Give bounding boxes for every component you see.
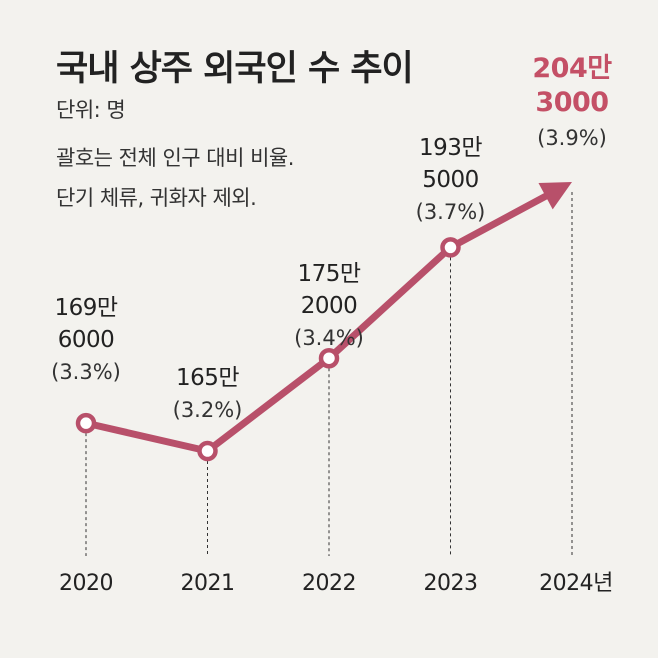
data-label-ratio: (3.3%) (51, 360, 121, 384)
series-arrow-head (538, 182, 572, 210)
x-tick-label: 2021 (181, 571, 235, 596)
unit-label: 단위: 명 (56, 98, 126, 122)
data-label-ratio: (3.9%) (537, 126, 607, 150)
data-label-value: 6000 (58, 327, 115, 353)
data-point-2022 (318, 347, 340, 369)
note-exclusion: 단기 체류, 귀화자 제외. (56, 186, 257, 210)
data-label-value: 204만 (532, 53, 612, 84)
data-label-value: 3000 (535, 87, 608, 118)
data-label-ratio: (3.2%) (173, 398, 243, 422)
x-tick-label: 2024년 (539, 571, 613, 596)
data-point-2021 (197, 440, 218, 462)
x-tick-label: 2022 (302, 571, 356, 596)
data-label-value: 5000 (422, 167, 479, 193)
series-line (82, 187, 560, 455)
data-label-value: 175만 (297, 261, 360, 287)
data-label-value: 2000 (301, 293, 358, 319)
chart-title: 국내 상주 외국인 수 추이 (56, 49, 414, 89)
x-tick-label: 2020 (59, 571, 113, 596)
x-tick-label: 2023 (424, 571, 478, 596)
data-point-2023 (440, 237, 461, 258)
data-label-value: 165만 (176, 365, 239, 391)
data-label-ratio: (3.7%) (416, 200, 486, 224)
data-label-value: 193만 (419, 135, 482, 161)
data-point-2020 (75, 412, 97, 434)
data-label-ratio: (3.4%) (294, 326, 364, 350)
data-label-value: 169만 (54, 295, 117, 321)
note-ratio: 괄호는 전체 인구 대비 비율. (56, 146, 294, 170)
